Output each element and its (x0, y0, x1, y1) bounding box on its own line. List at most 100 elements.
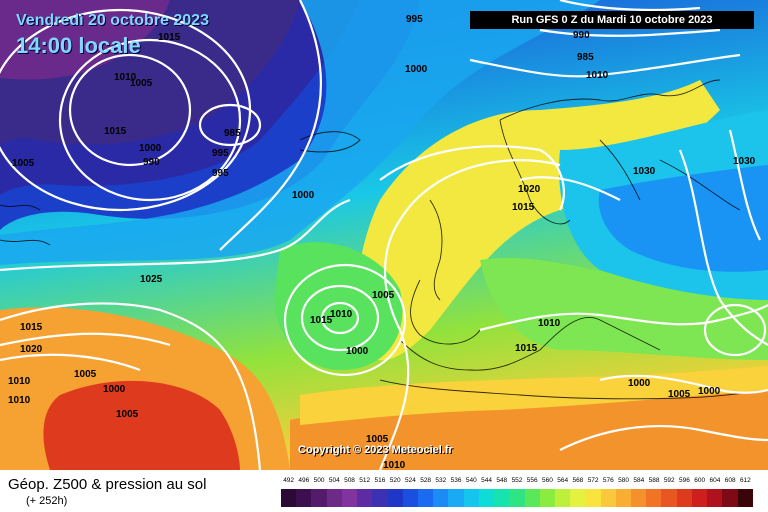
legend-swatch (448, 489, 464, 507)
legend-tick: 584 (633, 477, 645, 484)
legend-tick: 568 (572, 477, 584, 484)
legend-swatches (281, 489, 753, 507)
isobar-label: 1025 (140, 274, 163, 285)
legend-swatch (539, 489, 555, 507)
legend-swatch (570, 489, 586, 507)
central-europe-green (480, 257, 768, 360)
isobar-label: 1005 (130, 78, 153, 89)
legend-tick: 600 (694, 477, 706, 484)
south-red (43, 380, 240, 470)
legend-swatch (554, 489, 571, 507)
legend-tick: 552 (511, 477, 523, 484)
legend-swatch (433, 489, 449, 507)
legend-tick: 604 (709, 477, 721, 484)
legend-swatch (494, 489, 510, 507)
legend-tick: 504 (328, 477, 340, 484)
legend-swatch (509, 489, 525, 507)
isobar-label: 995 (406, 14, 423, 25)
copyright-notice: Copyright © 2023 Meteociel.fr (298, 444, 453, 456)
legend-swatch (691, 489, 708, 507)
legend-tick: 528 (420, 477, 432, 484)
legend-tick: 576 (602, 477, 614, 484)
isobar-label: 1030 (633, 166, 656, 177)
legend-tick: 572 (587, 477, 599, 484)
isobar-label: 1010 (8, 395, 31, 406)
legend-tick: 612 (739, 477, 751, 484)
legend-swatch (311, 489, 327, 507)
legend-swatch (524, 489, 540, 507)
legend-swatch (646, 489, 662, 507)
isobar-label: 1005 (372, 290, 395, 301)
legend-swatch (281, 489, 297, 507)
isobar-label: 1000 (628, 378, 651, 389)
isobar-label: 995 (212, 148, 229, 159)
legend-tick: 500 (313, 477, 325, 484)
legend-swatch (661, 489, 677, 507)
legend-tick: 608 (724, 477, 736, 484)
legend-tick: 508 (344, 477, 355, 484)
isobar-label: 1010 (383, 460, 406, 471)
legend-tick: 524 (404, 477, 416, 484)
legend-swatch (357, 489, 373, 507)
isobar-label: 985 (224, 128, 241, 139)
isobar-lines (0, 0, 768, 470)
coastlines (0, 79, 768, 400)
legend-swatch (478, 489, 495, 507)
legend-swatch (707, 489, 723, 507)
legend-tick: 540 (465, 477, 477, 484)
color-scale-legend: 492 496 500 504 508 512 516 520 524 528 532 536 540 5… (281, 477, 753, 507)
atlantic-blue-band (0, 0, 600, 265)
legend-swatch (296, 489, 312, 507)
isobar-label: 1010 (538, 318, 561, 329)
isobar-label: 1015 (20, 322, 43, 333)
isobar-label: 1005 (74, 369, 97, 380)
legend-swatch (585, 489, 601, 507)
legend-swatch (387, 489, 403, 507)
legend-tick: 536 (450, 477, 462, 484)
legend-swatch (341, 489, 358, 507)
isobar-label: 1010 (330, 309, 353, 320)
legend-tick: 496 (298, 477, 310, 484)
legend-swatch (402, 489, 418, 507)
isobar-label: 1000 (292, 190, 315, 201)
africa-orange (290, 380, 768, 470)
isobar-label: 1015 (310, 315, 333, 326)
legend-tick: 520 (389, 477, 401, 484)
isobar-label: 990 (573, 30, 590, 41)
isobar-label: 1015 (512, 202, 535, 213)
legend-swatch (676, 489, 692, 507)
legend-swatch (737, 489, 753, 507)
legend-swatch (722, 489, 738, 507)
isobar-label: 1010 (114, 72, 137, 83)
legend-swatch (372, 489, 388, 507)
legend-tick: 532 (435, 477, 447, 484)
legend-tick: 596 (679, 477, 690, 484)
isobar-label: 1005 (366, 434, 389, 445)
isobar-label: 1010 (8, 376, 31, 387)
legend-tick: 544 (481, 477, 492, 484)
legend-tick: 592 (663, 477, 675, 484)
isobar-label: 1010 (586, 70, 609, 81)
isobar-label: 995 (212, 168, 229, 179)
africa-yellow-band (300, 366, 768, 425)
run-info-banner: Run GFS 0 Z du Mardi 10 octobre 2023 (470, 11, 754, 29)
isobar-label: 1015 (104, 126, 127, 137)
legend-tick: 492 (283, 477, 295, 484)
legend-swatch (615, 489, 632, 507)
isobar-label: 1000 (405, 64, 428, 75)
isobar-label: 1000 (139, 143, 162, 154)
legend-swatch (417, 489, 434, 507)
legend-tick: 548 (496, 477, 508, 484)
legend-tick: 512 (359, 477, 371, 484)
local-time: 14:00 locale (16, 33, 141, 58)
isobar-label: 1005 (668, 389, 691, 400)
isobar-label: 1005 (12, 158, 35, 169)
legend-tick: 516 (374, 477, 386, 484)
valid-date: Vendredi 20 octobre 2023 (16, 12, 209, 29)
isobar-label: 1015 (158, 32, 181, 43)
map-title: Géop. Z500 & pression au sol (8, 476, 207, 493)
isobar-label: 1000 (698, 386, 721, 397)
legend-swatch (631, 489, 647, 507)
isobar-label: 990 (143, 157, 160, 168)
